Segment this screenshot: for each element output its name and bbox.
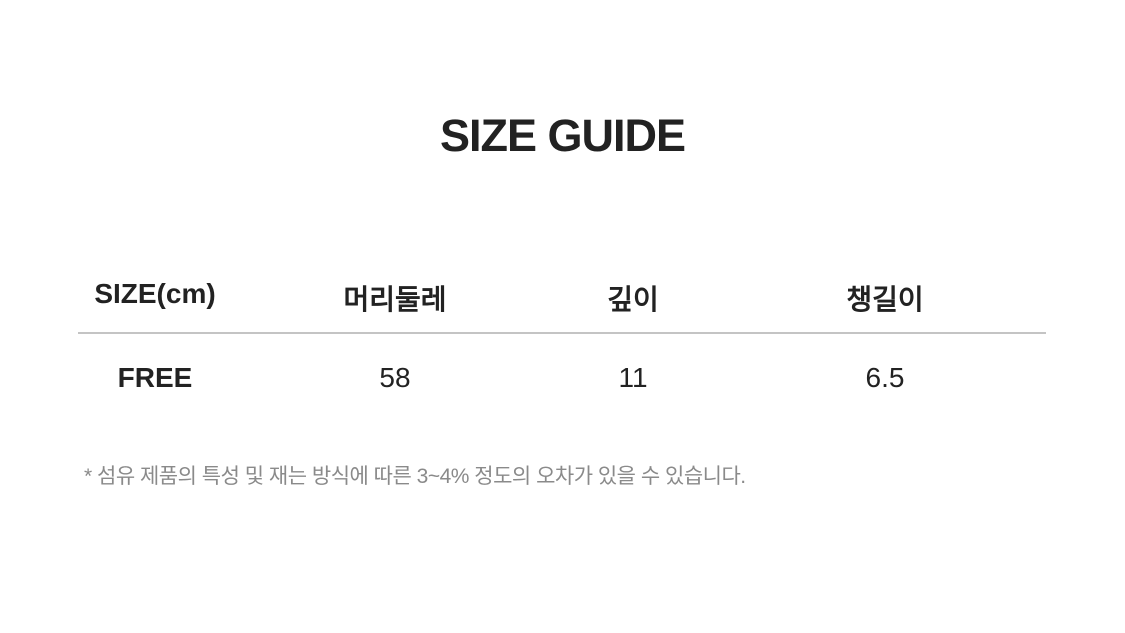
- cell-brim-length: 6.5: [865, 362, 905, 393]
- cell-head-circumference: 58: [379, 362, 411, 393]
- header-size: SIZE(cm): [94, 278, 216, 309]
- measurement-note: * 섬유 제품의 특성 및 재는 방식에 따른 3~4% 정도의 오차가 있을 …: [84, 465, 746, 488]
- page-title: SIZE GUIDE: [439, 110, 686, 161]
- cell-size: FREE: [117, 362, 193, 393]
- table-divider: [78, 332, 1046, 334]
- header-depth: 깊이: [607, 284, 659, 315]
- cell-depth: 11: [618, 362, 648, 393]
- header-brim-length: 챙길이: [846, 284, 924, 315]
- header-head-circumference: 머리둘레: [343, 284, 447, 315]
